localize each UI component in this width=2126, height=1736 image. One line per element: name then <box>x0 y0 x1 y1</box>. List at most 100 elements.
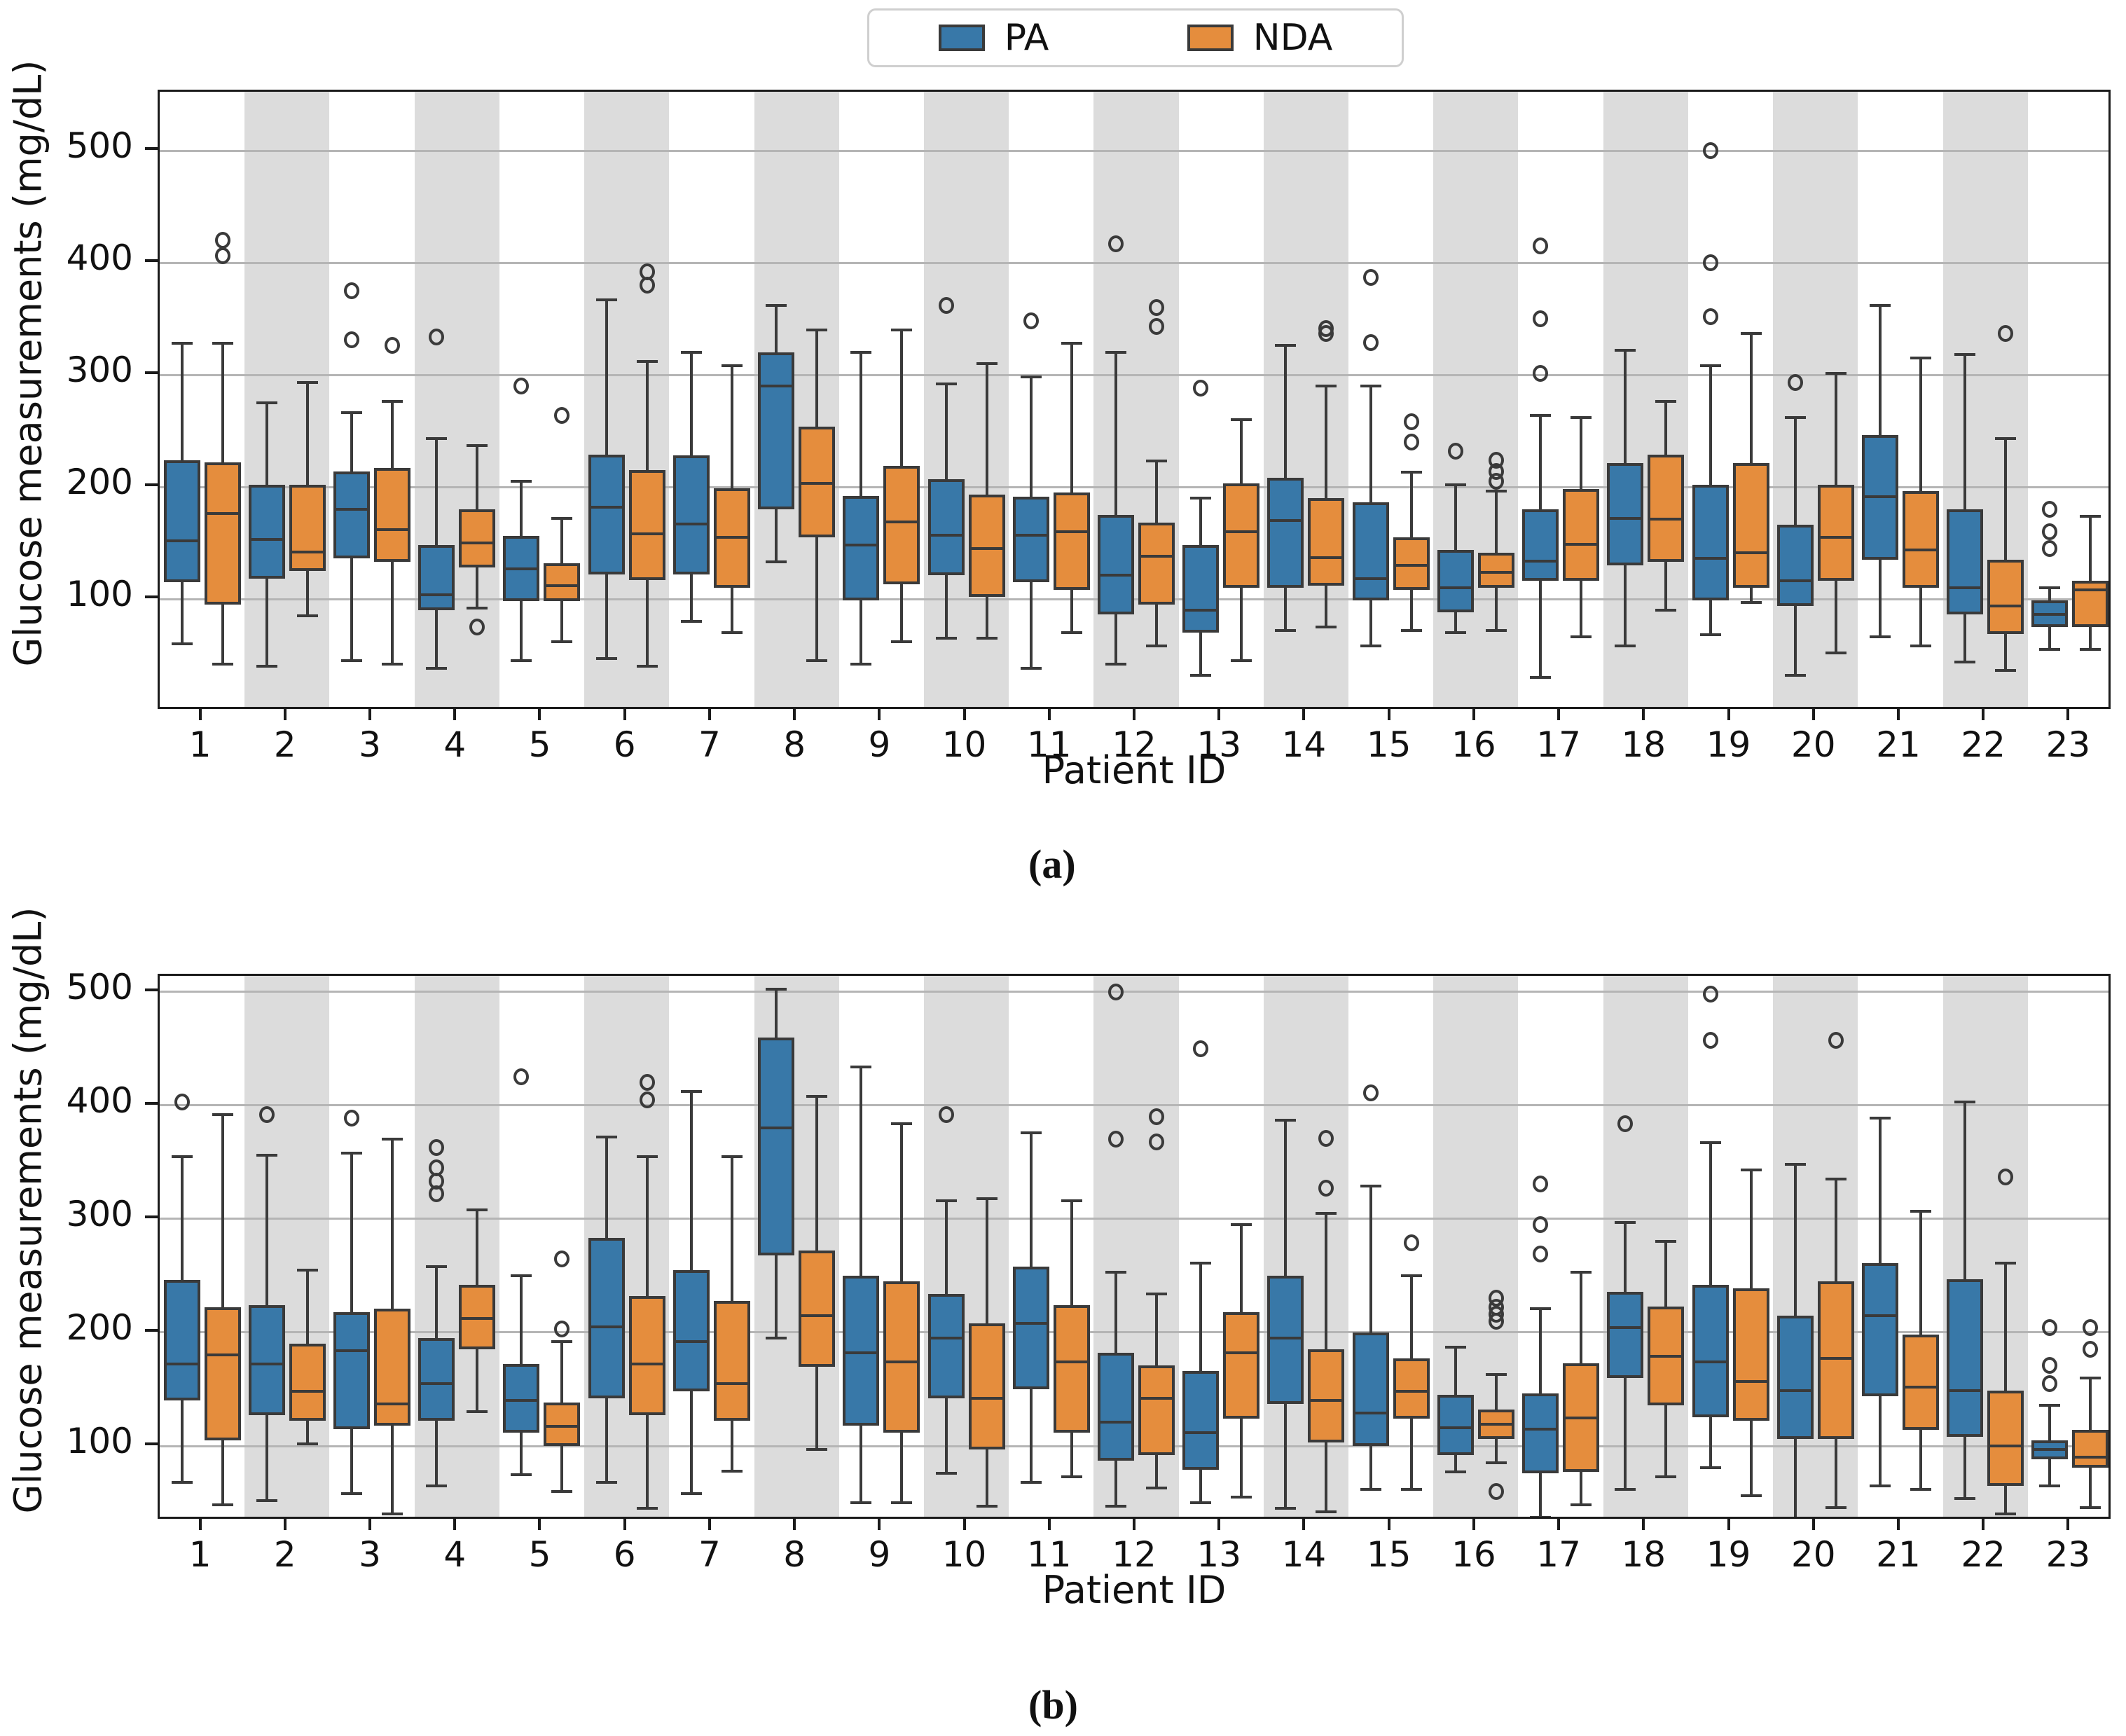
whisker-cap-NDA-p6 <box>636 1155 658 1158</box>
outlier-dot-PA-p12 <box>1108 235 1124 252</box>
x-tick-p5 <box>538 709 541 720</box>
median-NDA-p7 <box>713 1382 750 1385</box>
outlier-dot-PA-p4 <box>429 1138 445 1156</box>
box-PA-p7 <box>672 1269 710 1392</box>
box-PA-p2 <box>248 1305 285 1416</box>
median-PA-p17 <box>1522 559 1559 563</box>
x-tick-p15 <box>1387 709 1390 720</box>
outlier-dot-PA-p19 <box>1702 985 1718 1003</box>
gridline-200 <box>160 485 2108 488</box>
box-NDA-p6 <box>628 470 665 580</box>
box-PA-p1 <box>163 460 200 582</box>
box-PA-p16 <box>1437 1395 1474 1455</box>
outlier-dot-PA-p23 <box>2042 1356 2058 1374</box>
x-tick-p6 <box>623 709 626 720</box>
x-tick-p3 <box>368 709 372 720</box>
outlier-dot-PA-p3 <box>344 331 360 349</box>
whisker-cap-NDA-p11 <box>1061 631 1082 634</box>
median-PA-p2 <box>248 538 285 542</box>
median-NDA-p19 <box>1732 1379 1769 1383</box>
whisker-cap-NDA-p12 <box>1146 1486 1167 1489</box>
whisker-cap-PA-p13 <box>1190 1262 1212 1265</box>
whisker-cap-NDA-p7 <box>721 1155 743 1158</box>
whisker-cap-NDA-p6 <box>636 359 658 363</box>
box-NDA-p3 <box>374 467 411 563</box>
whisker-cap-PA-p3 <box>341 659 363 662</box>
whisker-cap-NDA-p2 <box>296 381 318 385</box>
median-PA-p23 <box>2031 1447 2069 1451</box>
outlier-dot-NDA-p12 <box>1149 1133 1164 1150</box>
median-PA-p21 <box>1861 495 1898 499</box>
whisker-cap-NDA-p21 <box>1910 357 1931 359</box>
whisker-cap-PA-p17 <box>1530 676 1552 679</box>
outlier-dot-NDA-p16 <box>1488 473 1504 490</box>
whisker-cap-PA-p4 <box>426 1484 448 1487</box>
whisker-cap-NDA-p16 <box>1485 628 1507 632</box>
median-PA-p17 <box>1522 1427 1559 1431</box>
outlier-dot-PA-p23 <box>2042 501 2058 518</box>
x-tick-p3 <box>368 1519 372 1530</box>
whisker-cap-PA-p6 <box>595 656 617 660</box>
whisker-cap-NDA-p5 <box>551 1489 573 1493</box>
whisker-cap-NDA-p15 <box>1400 1274 1422 1277</box>
median-PA-p4 <box>418 1382 455 1385</box>
whisker-cap-NDA-p8 <box>806 1447 828 1451</box>
legend-label-pa: PA <box>1004 17 1049 59</box>
whisker-cap-NDA-p14 <box>1316 1211 1337 1215</box>
whisker-cap-NDA-p12 <box>1146 1292 1167 1295</box>
y-tick-a-400 <box>145 259 158 262</box>
box-PA-p8 <box>758 352 795 509</box>
whisker-cap-PA-p5 <box>511 659 532 662</box>
whisker-cap-NDA-p22 <box>1995 1262 2017 1265</box>
x-tick-label-p5: 5 <box>528 724 551 765</box>
box-PA-p6 <box>588 1238 625 1398</box>
boxplot-panel-b: 1 2 3 4 5 6 7 8 9 10 11 12 13 14 15 16 17 18 19 20 21 22 23 <box>158 974 2111 1575</box>
median-NDA-p1 <box>204 1353 241 1357</box>
whisker-cap-PA-p11 <box>1020 667 1042 670</box>
whisker-cap-NDA-p11 <box>1061 1199 1082 1202</box>
box-PA-p17 <box>1522 1393 1559 1473</box>
median-NDA-p21 <box>1902 1385 1939 1389</box>
box-NDA-p16 <box>1477 553 1514 588</box>
whisker-cap-PA-p2 <box>256 401 277 404</box>
whisker-cap-PA-p13 <box>1190 673 1212 677</box>
whisker-cap-NDA-p8 <box>806 329 828 331</box>
outlier-dot-PA-p19 <box>1702 308 1718 325</box>
outlier-dot-PA-p18 <box>1617 1115 1634 1132</box>
outlier-dot-NDA-p22 <box>1998 324 2014 342</box>
whisker-cap-NDA-p11 <box>1061 342 1082 345</box>
median-NDA-p23 <box>2072 1456 2108 1459</box>
whisker-cap-NDA-p1 <box>212 1112 233 1116</box>
y-tick-label-b-200: 200 <box>66 1307 133 1348</box>
legend: PA NDA <box>867 8 1404 67</box>
outlier-dot-PA-p2 <box>258 1105 275 1123</box>
box-NDA-p18 <box>1648 454 1685 563</box>
whisker-cap-NDA-p8 <box>806 1094 828 1098</box>
caption-a: (a) <box>1028 841 1076 887</box>
median-NDA-p18 <box>1648 1354 1685 1358</box>
whisker-cap-NDA-p16 <box>1485 1461 1507 1465</box>
whisker-cap-PA-p9 <box>850 1065 872 1068</box>
whisker-cap-PA-p6 <box>595 1136 617 1139</box>
median-PA-p14 <box>1267 1337 1304 1340</box>
median-PA-p21 <box>1861 1314 1898 1317</box>
whisker-cap-NDA-p3 <box>382 1513 403 1516</box>
whisker-NDA-p22 <box>2004 439 2008 671</box>
whisker-cap-NDA-p4 <box>467 606 488 609</box>
outlier-dot-NDA-p3 <box>385 337 401 354</box>
x-tick-label-p4: 4 <box>443 724 467 765</box>
patient-band-2 <box>244 92 330 707</box>
median-NDA-p8 <box>799 482 836 485</box>
whisker-cap-PA-p22 <box>1954 660 1976 663</box>
whisker-cap-NDA-p6 <box>636 665 658 668</box>
box-PA-p11 <box>1012 497 1049 582</box>
median-PA-p9 <box>843 1351 880 1355</box>
x-tick-label-p13: 13 <box>1196 1534 1242 1575</box>
x-tick-p9 <box>878 709 881 720</box>
x-tick-p19 <box>1727 709 1730 720</box>
box-NDA-p3 <box>374 1308 411 1426</box>
x-tick-label-p23: 23 <box>2045 724 2091 765</box>
box-NDA-p8 <box>799 1251 836 1367</box>
median-NDA-p17 <box>1563 542 1600 546</box>
whisker-cap-NDA-p18 <box>1655 400 1677 404</box>
